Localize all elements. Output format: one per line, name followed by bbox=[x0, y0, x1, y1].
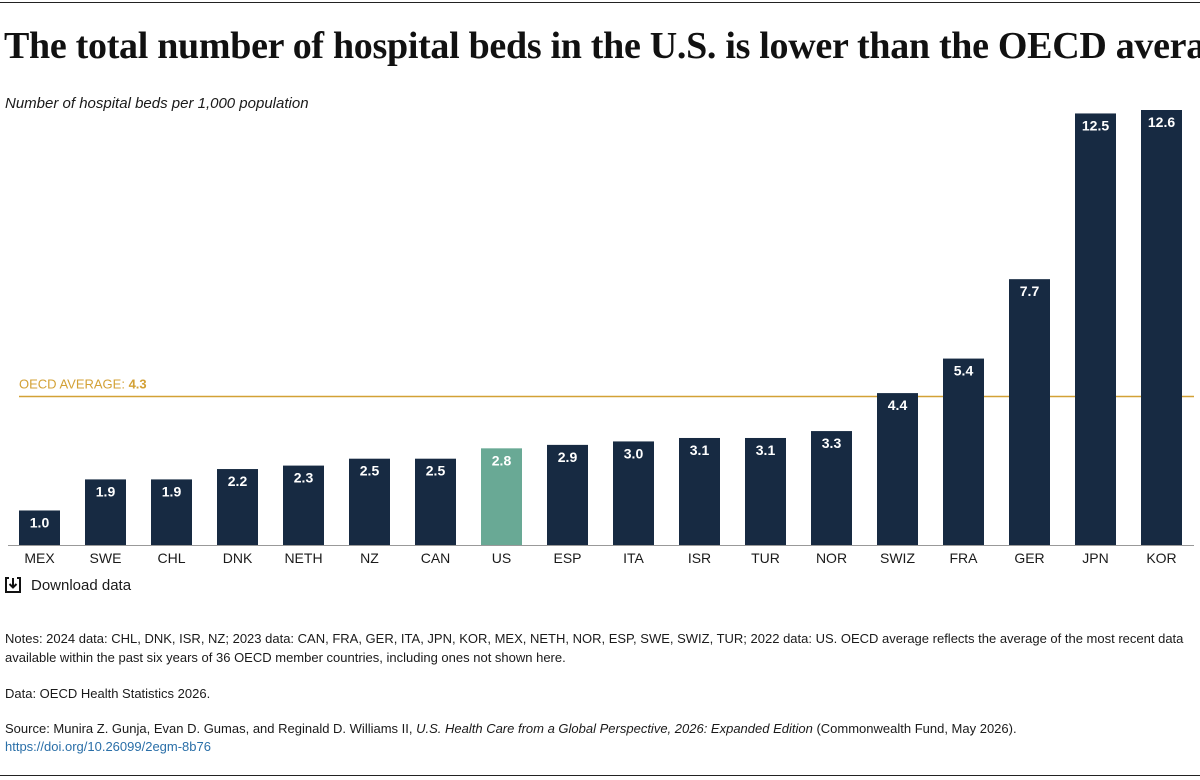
category-label-ita: ITA bbox=[623, 550, 644, 566]
value-label-chl: 1.9 bbox=[162, 483, 182, 499]
category-label-kor: KOR bbox=[1146, 550, 1176, 566]
category-label-swiz: SWIZ bbox=[880, 550, 915, 566]
bottom-rule bbox=[0, 775, 1200, 776]
oecd-average-label: OECD AVERAGE: 4.3 bbox=[19, 377, 147, 392]
source-publication: U.S. Health Care from a Global Perspecti… bbox=[416, 721, 813, 736]
bar-ger bbox=[1009, 279, 1050, 545]
source-citation: Source: Munira Z. Gunja, Evan D. Gumas, … bbox=[5, 719, 1195, 738]
value-label-nor: 3.3 bbox=[822, 435, 842, 451]
category-label-fra: FRA bbox=[950, 550, 979, 566]
bar-dnk bbox=[217, 469, 258, 545]
category-label-tur: TUR bbox=[751, 550, 780, 566]
category-label-esp: ESP bbox=[553, 550, 581, 566]
data-source: Data: OECD Health Statistics 2026. bbox=[5, 686, 211, 701]
value-label-ger: 7.7 bbox=[1020, 283, 1040, 299]
chart-notes: Notes: 2024 data: CHL, DNK, ISR, NZ; 202… bbox=[5, 631, 1184, 665]
category-label-chl: CHL bbox=[157, 550, 185, 566]
bar-fra bbox=[943, 358, 984, 545]
value-label-swe: 1.9 bbox=[96, 483, 116, 499]
bar-kor bbox=[1141, 110, 1182, 545]
top-rule bbox=[0, 2, 1200, 3]
category-label-dnk: DNK bbox=[223, 550, 253, 566]
value-label-jpn: 12.5 bbox=[1082, 117, 1109, 133]
download-icon bbox=[5, 577, 21, 593]
category-label-nor: NOR bbox=[816, 550, 847, 566]
download-data-button[interactable]: Download data bbox=[4, 576, 131, 594]
value-label-swiz: 4.4 bbox=[888, 397, 908, 413]
source-suffix: (Commonwealth Fund, May 2026). bbox=[812, 721, 1017, 736]
value-label-ita: 3.0 bbox=[624, 445, 644, 461]
value-label-us: 2.8 bbox=[492, 452, 512, 468]
doi-link[interactable]: https://doi.org/10.26099/2egm-8b76 bbox=[5, 739, 211, 754]
bar-tur bbox=[745, 437, 786, 545]
oecd-average-text: OECD AVERAGE: bbox=[19, 377, 129, 392]
category-label-jpn: JPN bbox=[1082, 550, 1108, 566]
value-label-tur: 3.1 bbox=[756, 442, 776, 458]
value-label-esp: 2.9 bbox=[558, 449, 578, 465]
bar-nz bbox=[349, 458, 390, 545]
oecd-average-value: 4.3 bbox=[129, 377, 147, 392]
value-label-mex: 1.0 bbox=[30, 514, 50, 530]
value-label-neth: 2.3 bbox=[294, 470, 314, 486]
y-axis-label: Number of hospital beds per 1,000 popula… bbox=[5, 95, 309, 112]
download-data-label: Download data bbox=[31, 576, 132, 594]
chart-title: The total number of hospital beds in the… bbox=[4, 25, 1200, 67]
category-label-nz: NZ bbox=[360, 550, 379, 566]
category-label-swe: SWE bbox=[90, 550, 122, 566]
category-label-can: CAN bbox=[421, 550, 451, 566]
value-label-kor: 12.6 bbox=[1148, 114, 1175, 130]
value-label-fra: 5.4 bbox=[954, 363, 974, 379]
bar-mex bbox=[19, 510, 60, 545]
category-label-ger: GER bbox=[1014, 550, 1044, 566]
bar-isr bbox=[679, 437, 720, 545]
bar-jpn bbox=[1075, 113, 1116, 545]
bar-us bbox=[481, 448, 522, 545]
bar-can bbox=[415, 458, 456, 545]
bar-neth bbox=[283, 465, 324, 545]
bar-swe bbox=[85, 479, 126, 545]
category-label-neth: NETH bbox=[284, 550, 322, 566]
bar-chl bbox=[151, 479, 192, 545]
bar-ita bbox=[613, 441, 654, 545]
value-label-nz: 2.5 bbox=[360, 463, 380, 479]
bar-swiz bbox=[877, 393, 918, 545]
value-label-isr: 3.1 bbox=[690, 442, 710, 458]
value-label-can: 2.5 bbox=[426, 463, 446, 479]
bar-chart: OECD AVERAGE: 4.3 1.0 MEX 1.9 SWE 1.9 CHL 2.2 DN… bbox=[8, 110, 1194, 566]
category-label-us: US bbox=[492, 550, 511, 566]
category-label-isr: ISR bbox=[688, 550, 711, 566]
category-label-mex: MEX bbox=[24, 550, 55, 566]
bar-nor bbox=[811, 431, 852, 545]
value-label-dnk: 2.2 bbox=[228, 473, 248, 489]
source-prefix: Source: Munira Z. Gunja, Evan D. Gumas, … bbox=[5, 721, 417, 736]
bar-esp bbox=[547, 444, 588, 545]
